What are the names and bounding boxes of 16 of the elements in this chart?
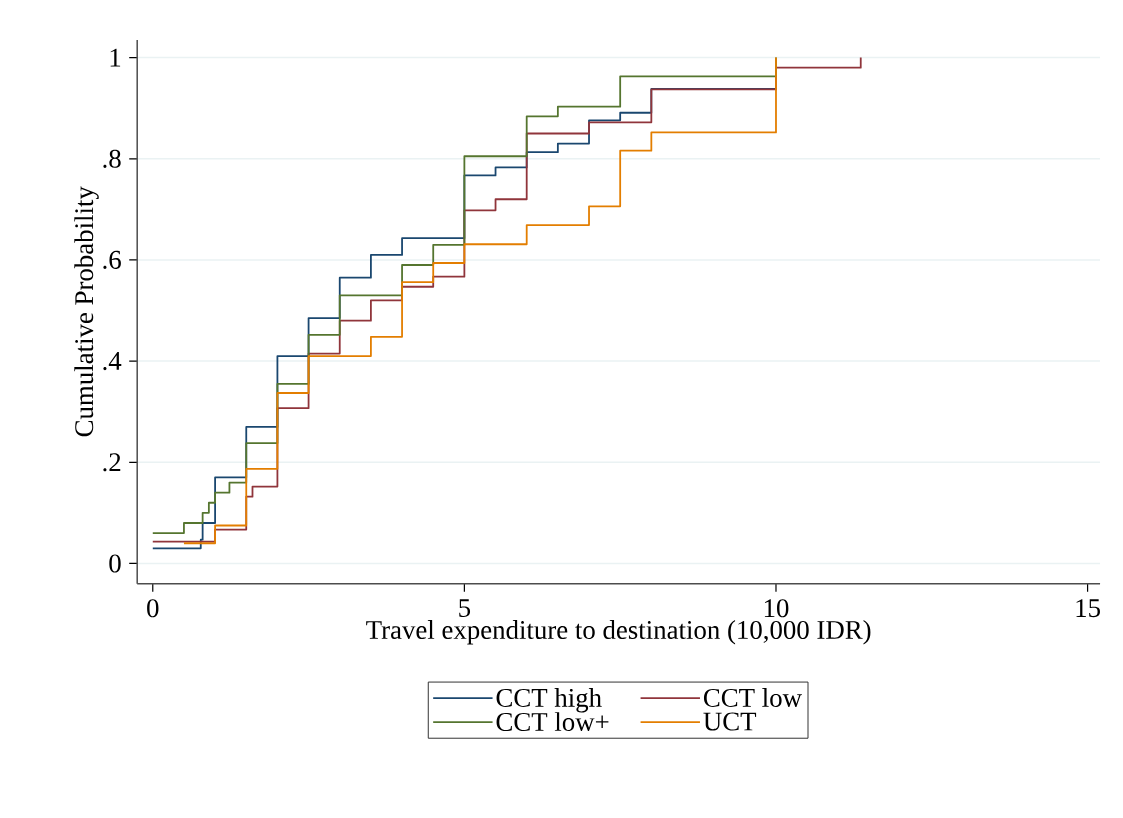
y-tick-label: .6 xyxy=(103,250,121,269)
legend-label: UCT xyxy=(703,712,757,731)
x-axis-title: Travel expenditure to destination (10,000 IDR) xyxy=(366,620,871,645)
y-axis-title: Cumulative Probability xyxy=(74,186,99,437)
x-tick-label: 15 xyxy=(1076,599,1100,618)
y-tick-label: .2 xyxy=(103,453,121,472)
y-tick-label: 1 xyxy=(110,48,121,67)
y-tick-label: .8 xyxy=(103,149,121,168)
legend-label: CCT high xyxy=(496,687,602,713)
y-tick-label: .4 xyxy=(103,352,122,371)
legend-label: CCT low+ xyxy=(496,712,609,731)
x-tick-label: 0 xyxy=(147,599,159,618)
x-tick-label: 5 xyxy=(459,599,471,617)
y-tick-label: 0 xyxy=(109,554,121,573)
x-tick-label: 10 xyxy=(764,599,789,618)
legend-label: CCT low xyxy=(703,687,802,707)
